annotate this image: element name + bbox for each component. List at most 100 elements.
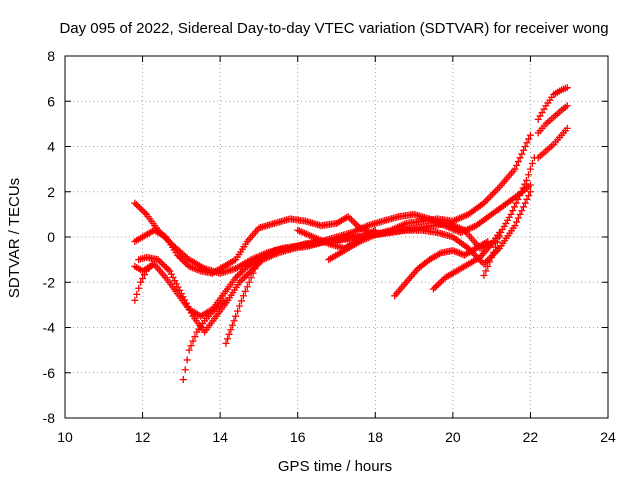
data-point bbox=[492, 243, 500, 251]
data-point bbox=[349, 217, 357, 225]
data-point bbox=[346, 214, 354, 222]
data-point bbox=[511, 222, 519, 230]
data-point bbox=[526, 181, 534, 189]
x-axis-label: GPS time / hours bbox=[278, 458, 392, 475]
data-point bbox=[351, 219, 359, 227]
y-tick-label: 2 bbox=[47, 184, 55, 200]
data-point bbox=[485, 194, 493, 202]
y-tick-label: -2 bbox=[43, 274, 56, 290]
x-tick-label: 20 bbox=[445, 429, 461, 445]
y-tick-label: 8 bbox=[47, 48, 55, 64]
data-point bbox=[131, 296, 139, 304]
data-point bbox=[233, 272, 241, 280]
data-point bbox=[234, 307, 242, 315]
data-point bbox=[528, 159, 536, 167]
data-point bbox=[161, 262, 169, 270]
series-1 bbox=[131, 131, 534, 277]
data-point bbox=[181, 296, 189, 304]
data-point bbox=[523, 195, 531, 203]
data-point bbox=[242, 272, 250, 280]
data-point bbox=[164, 265, 172, 273]
data-point bbox=[156, 257, 164, 265]
data-point bbox=[518, 207, 526, 215]
x-tick-label: 18 bbox=[367, 429, 383, 445]
data-point bbox=[222, 339, 230, 347]
data-point bbox=[486, 258, 494, 266]
data-point bbox=[237, 277, 245, 285]
y-axis-ticks: -8 -6 -4 -2 0 2 4 6 8 bbox=[43, 48, 608, 426]
data-point bbox=[521, 143, 529, 150]
data-point bbox=[232, 312, 240, 320]
data-point bbox=[180, 258, 188, 266]
series-11 bbox=[480, 233, 503, 279]
data-point bbox=[436, 279, 444, 287]
data-point bbox=[489, 190, 497, 198]
data-point bbox=[141, 271, 149, 279]
data-point bbox=[187, 342, 195, 350]
data-point bbox=[182, 259, 190, 267]
series-6 bbox=[222, 256, 263, 347]
data-point bbox=[139, 274, 147, 282]
data-point bbox=[237, 297, 245, 305]
data-point bbox=[525, 135, 533, 143]
data-point bbox=[514, 214, 522, 222]
data-point bbox=[516, 154, 524, 162]
data-point bbox=[483, 196, 491, 204]
data-point bbox=[169, 273, 177, 281]
data-point bbox=[179, 293, 187, 301]
data-point bbox=[239, 292, 247, 300]
data-point bbox=[255, 256, 263, 264]
x-tick-label: 22 bbox=[523, 429, 539, 445]
data-point bbox=[526, 165, 534, 173]
x-axis-ticks: 10 12 14 16 18 20 22 24 bbox=[57, 56, 616, 445]
data-point bbox=[154, 256, 162, 264]
data-point bbox=[344, 213, 352, 221]
data-point bbox=[488, 253, 496, 261]
data-point bbox=[177, 254, 185, 262]
data-point bbox=[484, 262, 492, 270]
data-point bbox=[352, 221, 360, 229]
data-point bbox=[434, 280, 442, 288]
data-point bbox=[185, 346, 193, 354]
x-tick-label: 24 bbox=[600, 429, 616, 445]
data-point bbox=[224, 335, 232, 343]
data-point bbox=[495, 233, 503, 241]
data-point bbox=[513, 218, 521, 226]
data-point bbox=[236, 278, 244, 286]
data-point bbox=[490, 189, 498, 197]
series-14 bbox=[534, 124, 571, 162]
data-point bbox=[482, 238, 490, 246]
data-point bbox=[520, 146, 528, 154]
series-13 bbox=[534, 102, 571, 137]
data-point bbox=[249, 269, 257, 277]
data-point bbox=[517, 188, 525, 196]
data-point bbox=[132, 201, 140, 209]
data-point bbox=[563, 102, 571, 110]
data-point bbox=[512, 199, 520, 207]
data-point bbox=[563, 84, 571, 92]
data-point bbox=[239, 275, 247, 283]
data-point bbox=[222, 296, 230, 304]
data-marks bbox=[131, 84, 571, 384]
y-tick-label: 0 bbox=[47, 229, 55, 245]
data-point bbox=[172, 280, 180, 288]
data-point bbox=[137, 278, 145, 286]
data-point bbox=[511, 165, 519, 173]
data-point bbox=[187, 309, 195, 317]
data-point bbox=[228, 321, 236, 329]
data-point bbox=[526, 131, 534, 139]
data-point bbox=[514, 195, 522, 203]
data-point bbox=[492, 187, 500, 195]
data-point bbox=[139, 207, 147, 215]
data-point bbox=[176, 286, 184, 294]
data-point bbox=[509, 207, 517, 215]
data-point bbox=[235, 270, 243, 278]
data-point bbox=[480, 271, 488, 279]
data-point bbox=[482, 267, 490, 275]
y-tick-label: 6 bbox=[47, 93, 55, 109]
data-point bbox=[167, 270, 175, 278]
data-point bbox=[523, 176, 531, 184]
data-point bbox=[518, 150, 526, 158]
data-point bbox=[433, 282, 441, 290]
